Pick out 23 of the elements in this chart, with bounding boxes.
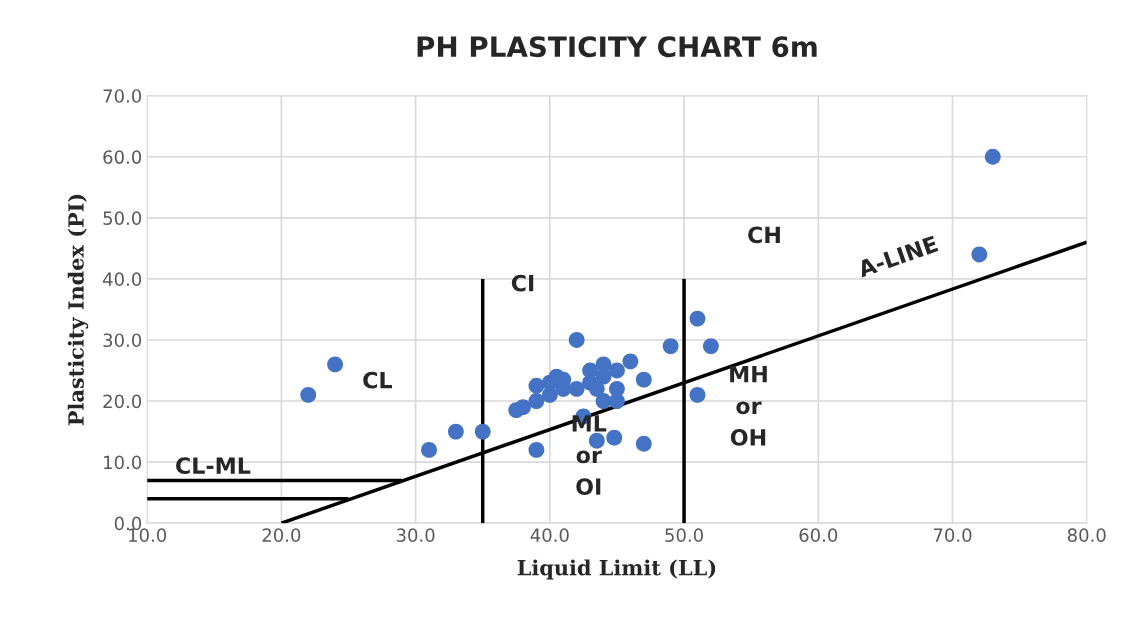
- y-tick-label: 20.0: [103, 394, 142, 409]
- annotation: CL: [363, 371, 392, 389]
- y-tick-label: 40.0: [102, 272, 142, 287]
- annotation: MH or OH: [730, 366, 767, 446]
- y-tick-label: 70.0: [103, 89, 142, 103]
- y-tick-label: 30.0: [103, 333, 142, 348]
- annotation: ML or OI: [572, 415, 607, 495]
- annotation: CI: [511, 274, 534, 292]
- chart-title: PH PLASTICITY CHART 6m: [417, 36, 817, 58]
- y-tick-label: 60.0: [103, 150, 142, 164]
- x-tick-label: 20.0: [262, 528, 301, 542]
- x-tick-label: 30.0: [396, 528, 435, 542]
- x-axis-title: Liquid Limit (LL): [517, 559, 716, 580]
- annotation: CL-ML: [176, 457, 251, 475]
- y-axis-title: Plasticity Index (PI): [67, 194, 89, 426]
- y-tick-label: 50.0: [103, 211, 142, 225]
- annotation: CH: [748, 226, 780, 244]
- x-tick-label: 40.0: [530, 528, 569, 542]
- y-tick-label: 10.0: [104, 455, 142, 470]
- x-tick-label: 80.0: [1067, 528, 1106, 542]
- x-tick-label: 50.0: [665, 528, 703, 542]
- x-tick-label: 70.0: [933, 528, 972, 542]
- x-tick-label: 60.0: [799, 528, 838, 542]
